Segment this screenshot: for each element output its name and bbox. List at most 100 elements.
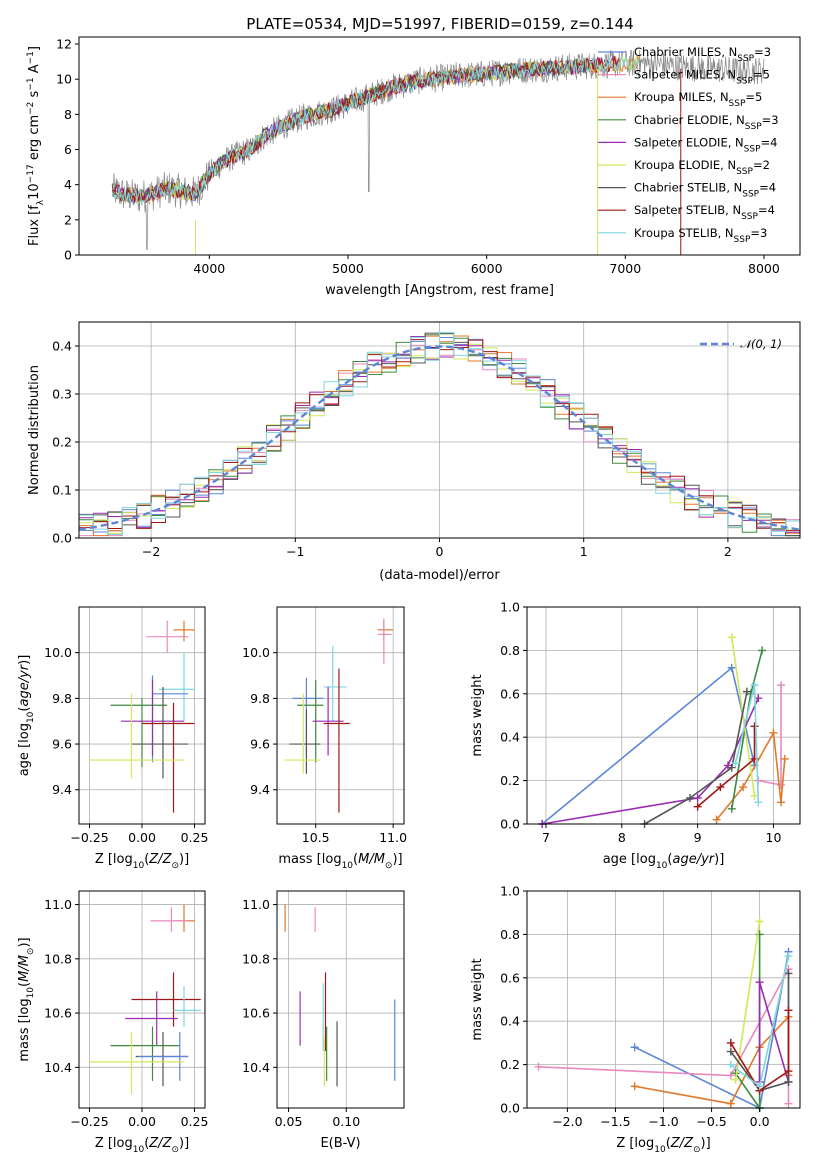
weight-marker (754, 798, 763, 807)
plot-frame (276, 890, 405, 1109)
x-tick-label: −0.5 (696, 1114, 726, 1129)
age-vs-metallicity-panel: −0.25 0.00 0.25 9.4 9.6 9.8 10.0 Z [log10(Z/Z⊙)… (17, 606, 208, 871)
y-axis-label: mass [log10(M/M⊙)] (17, 937, 36, 1061)
y-tick-label: 9.8 (250, 691, 270, 706)
mass-vs-ebv-panel: 0.05 0.10 10.4 10.6 10.8 11.0 E(B-V) (242, 890, 405, 1151)
weight-marker (630, 1043, 639, 1052)
errorbar-kroupa-miles (377, 620, 394, 642)
weight-marker (750, 722, 759, 731)
errorbar-kroupa-stelib (173, 985, 201, 1027)
x-tick-label: −1.5 (600, 1114, 630, 1129)
y-tick-label: 4 (64, 177, 72, 192)
y-tick-label: 11.0 (44, 897, 72, 912)
x-tick-label: 0.05 (275, 1114, 303, 1129)
errorbar-salpeter-miles (146, 620, 189, 653)
y-tick-label: 10 (56, 72, 72, 87)
weight-marker (769, 728, 778, 737)
weight-marker (784, 1099, 793, 1108)
plot-frame (526, 606, 801, 825)
mass-vs-metallicity-panel: −0.25 0.00 0.25 10.4 10.6 10.8 11.0 Z [log10(Z/… (17, 890, 208, 1155)
weight-marker (755, 1082, 764, 1091)
weight-marker (731, 1075, 740, 1084)
x-tick-label: −0.25 (70, 1114, 108, 1129)
weight-marker (693, 793, 702, 802)
y-tick-label: 10.6 (242, 1006, 270, 1021)
weight-line-chabrier-stelib (644, 691, 748, 825)
y-tick-label: 11.0 (242, 897, 270, 912)
weight-vs-age-panel: 7 8 9 10 0.0 0.2 0.4 0.6 0.8 1.0 age [log10(age/yr… (470, 600, 801, 871)
x-tick-label: −2.0 (552, 1114, 582, 1129)
legend-label-chabrier-elodie: Chabrier ELODIE, NSSP=3 (634, 113, 779, 132)
errorbar-salpeter-stelib (131, 972, 201, 1027)
y-tick-label: 0.4 (500, 1014, 520, 1029)
weight-marker (693, 802, 702, 811)
x-tick-label: 1 (580, 544, 588, 559)
spectrum-model-kroupa-stelib (111, 56, 640, 206)
x-tick-label: −0.25 (70, 830, 108, 845)
y-tick-label: 0 (64, 248, 72, 263)
weight-marker (784, 1006, 793, 1015)
errorbar-salpeter-elodie (125, 991, 178, 1046)
y-tick-label: 10.0 (242, 645, 270, 660)
weight-marker (784, 969, 793, 978)
residuals-panel: −2 −1 0 1 2 0.0 0.1 0.2 0.3 0.4 (data-model)/error… (27, 321, 801, 583)
y-tick-label: 12 (56, 37, 72, 52)
x-axis-label: (data-model)/error (379, 568, 500, 583)
x-tick-label: 7000 (609, 261, 641, 276)
y-tick-label: 9.4 (250, 782, 270, 797)
weight-marker (726, 1038, 735, 1047)
weight-marker (784, 952, 793, 961)
spectrum-plot-area (111, 49, 765, 255)
x-axis-label: Z [log10(Z/Z⊙)] (616, 1136, 710, 1155)
errorbar-salpeter-miles (150, 907, 189, 932)
y-tick-label: 8 (64, 107, 72, 122)
weight-marker (727, 633, 736, 642)
weight-marker (534, 1062, 543, 1071)
weight-marker (726, 1099, 735, 1108)
weight-marker (686, 793, 695, 802)
x-tick-label: 4000 (193, 261, 225, 276)
legend-label-kroupa-elodie: Kroupa ELODIE, NSSP=2 (634, 158, 770, 177)
weight-line-salpeter-stelib (697, 726, 756, 808)
plot-frame (78, 36, 801, 256)
weight-marker (777, 681, 786, 690)
y-tick-label: 0.0 (500, 1101, 520, 1116)
y-tick-label: 0.1 (52, 483, 72, 498)
errorbar-chabrier-miles (151, 675, 189, 763)
errorbar-kroupa-elodie (89, 1032, 184, 1095)
y-tick-label: 10.4 (242, 1060, 270, 1075)
y-tick-label: 9.8 (52, 691, 72, 706)
weight-marker (755, 917, 764, 926)
weight-marker (727, 663, 736, 672)
x-tick-label: 11.0 (379, 830, 407, 845)
x-tick-label: 2 (724, 544, 732, 559)
y-tick-label: 0.2 (500, 1057, 520, 1072)
plot-frame (276, 606, 405, 825)
errorbar-chabrier-elodie (110, 698, 168, 767)
weight-marker (630, 1082, 639, 1091)
y-tick-label: 0.0 (500, 817, 520, 832)
x-tick-label: 0.0 (750, 1114, 770, 1129)
y-axis-label: Flux [fλ10−17 erg cm−2 s−1 A−1] (26, 46, 46, 246)
y-tick-label: 10.6 (44, 1006, 72, 1021)
y-tick-label: 1.0 (500, 884, 520, 899)
x-tick-label: 6000 (471, 261, 503, 276)
weight-line-salpeter-elodie (542, 697, 760, 825)
weight-marker (727, 804, 736, 813)
weight-marker (712, 815, 721, 824)
x-tick-label: 8 (618, 830, 626, 845)
x-tick-label: 10 (766, 830, 782, 845)
y-tick-label: 9.4 (52, 782, 72, 797)
errorbar-salpeter-stelib (142, 702, 195, 813)
normal-curve (79, 345, 800, 531)
errorbar-kroupa-miles (173, 904, 195, 932)
legend-label-salpeter-miles: Salpeter MILES, NSSP=5 (634, 68, 770, 87)
x-axis-label: mass [log10(M/M⊙)] (278, 852, 402, 871)
y-tick-label: 0.0 (52, 531, 72, 546)
weight-marker (784, 1067, 793, 1076)
weight-line-kroupa-elodie (731, 637, 756, 796)
weight-marker (758, 646, 767, 655)
legend-label-kroupa-stelib: Kroupa STELIB, NSSP=3 (634, 226, 767, 245)
weight-marker (716, 783, 725, 792)
